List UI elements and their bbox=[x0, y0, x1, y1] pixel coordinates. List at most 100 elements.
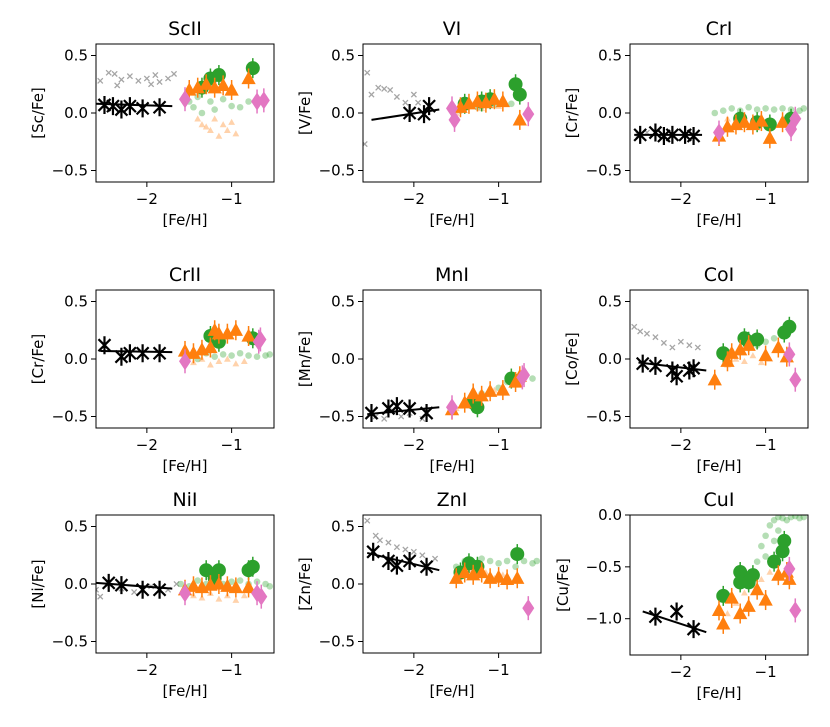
x-axis-label: [Fe/H] bbox=[162, 682, 207, 700]
black_x-point-3 bbox=[402, 399, 417, 418]
orange_small-point-5 bbox=[766, 568, 774, 575]
orange-point-3 bbox=[478, 95, 494, 109]
green_small-point-2 bbox=[728, 105, 736, 112]
x-tick-label: −2 bbox=[403, 661, 425, 679]
green_small-point-7 bbox=[779, 515, 786, 522]
black_x-point-0 bbox=[648, 607, 663, 626]
orange-point-3 bbox=[733, 606, 748, 620]
orange_small-point-3 bbox=[207, 126, 214, 133]
pink-point-1 bbox=[448, 110, 461, 129]
green_small-point-8 bbox=[253, 353, 261, 361]
orange-point-4 bbox=[211, 576, 227, 590]
black_x-point-2 bbox=[390, 397, 404, 416]
black_x-point-5 bbox=[686, 359, 701, 378]
green_small-point-6 bbox=[508, 100, 515, 108]
x-tick-label: −2 bbox=[136, 661, 158, 679]
y-axis-label: [Cr/Fe] bbox=[29, 334, 47, 384]
gray_x-point-11 bbox=[114, 82, 121, 89]
gray_x-point-7 bbox=[173, 580, 180, 588]
gray_x-point-5 bbox=[402, 546, 409, 553]
pink-point-1 bbox=[251, 92, 264, 111]
y-axis-label: [Cr/Fe] bbox=[563, 88, 581, 138]
green_small-point-9 bbox=[529, 560, 536, 567]
black_x-point-2 bbox=[135, 580, 150, 599]
green_small-point-1 bbox=[753, 558, 761, 565]
y-tick-label: 0.0 bbox=[598, 506, 622, 524]
gray_x-point-3 bbox=[385, 539, 392, 546]
gray_x-point-0 bbox=[631, 323, 638, 330]
y-axis-label: [Mn/Fe] bbox=[296, 331, 314, 387]
gray_x-point-10 bbox=[170, 70, 178, 77]
y-tick-label: 0.0 bbox=[331, 104, 355, 122]
panel-title: VI bbox=[443, 18, 462, 40]
orange_small-point-0 bbox=[724, 610, 731, 617]
axes-frame bbox=[362, 514, 542, 654]
gray_x-point-4 bbox=[131, 588, 138, 596]
x-tick-label: −1 bbox=[221, 190, 243, 208]
orange-point-5 bbox=[224, 82, 239, 96]
black_x-point-0 bbox=[101, 573, 116, 592]
green_small-point-7 bbox=[770, 106, 778, 113]
y-tick-label: −0.5 bbox=[586, 558, 622, 576]
orange-point-2 bbox=[199, 76, 214, 90]
gray_x-point-3 bbox=[118, 76, 125, 83]
orange-point-0 bbox=[449, 570, 464, 584]
gray_x-point-4 bbox=[126, 73, 133, 80]
gray_x-point-4 bbox=[393, 544, 400, 551]
x-tick-label: −2 bbox=[670, 663, 692, 681]
green_small-point-5 bbox=[495, 560, 502, 567]
green_small-point-5 bbox=[211, 106, 218, 113]
plot-area bbox=[96, 58, 270, 139]
green_small-point-4 bbox=[207, 98, 214, 105]
x-axis-label: [Fe/H] bbox=[162, 211, 207, 229]
green-point-2 bbox=[762, 117, 777, 132]
y-tick-label: −0.5 bbox=[319, 162, 355, 180]
plot-area bbox=[97, 320, 274, 374]
y-tick-label: −0.5 bbox=[586, 408, 622, 426]
x-tick-label: −1 bbox=[755, 436, 777, 454]
orange-point-4 bbox=[487, 91, 502, 105]
panel-title: CrII bbox=[169, 264, 201, 286]
green_small-point-3 bbox=[211, 353, 218, 361]
orange-point-7 bbox=[241, 579, 256, 594]
black_x-point-0 bbox=[366, 542, 380, 561]
gray_x-point-6 bbox=[143, 75, 150, 82]
panel-title: NiI bbox=[172, 489, 197, 511]
black_x-point-1 bbox=[106, 97, 120, 116]
orange-point-0 bbox=[707, 372, 722, 386]
green_small-point-6 bbox=[770, 335, 778, 342]
gray_x-point-8 bbox=[694, 344, 701, 351]
orange-point-5 bbox=[754, 113, 769, 127]
black_x-point-5 bbox=[152, 98, 167, 117]
orange-point-4 bbox=[741, 337, 756, 351]
y-tick-label: −0.5 bbox=[319, 633, 355, 651]
green_small-point-6 bbox=[762, 105, 769, 112]
green-point-2 bbox=[211, 563, 226, 578]
green_small-point-5 bbox=[753, 106, 761, 113]
green_small-point-11 bbox=[800, 105, 808, 112]
black_x-point-2 bbox=[422, 97, 436, 116]
orange_small-point-1 bbox=[198, 594, 206, 601]
pink-point-2 bbox=[789, 109, 802, 128]
y-axis-label: [V/Fe] bbox=[296, 91, 314, 135]
black_x-point-3 bbox=[152, 580, 167, 599]
green_small-point-1 bbox=[719, 107, 727, 114]
black_x-point-4 bbox=[419, 557, 434, 576]
green-point-1 bbox=[733, 565, 748, 580]
y-tick-label: 0.0 bbox=[64, 575, 88, 593]
pink-point-0 bbox=[783, 345, 796, 364]
panel-nii: −2 −1 0.5 0.0 −0.5 NiI [Fe/H] [Ni/Fe] bbox=[29, 489, 275, 700]
green_small-point-3 bbox=[198, 109, 206, 117]
orange-point-1 bbox=[190, 80, 205, 94]
green-point-7 bbox=[777, 533, 792, 548]
black_x-point-1 bbox=[381, 552, 396, 570]
orange-point-1 bbox=[186, 345, 201, 359]
black_x-point-3 bbox=[669, 367, 684, 386]
orange-point-3 bbox=[737, 114, 752, 128]
panel-coi: −2 −1 0.5 0.0 −0.5 CoI [Fe/H] [Co/Fe] bbox=[563, 264, 809, 475]
gray_x-point-2 bbox=[376, 537, 384, 544]
black_x-point-2 bbox=[686, 620, 701, 639]
green_small-point-10 bbox=[262, 580, 269, 588]
x-tick-label: −2 bbox=[403, 190, 425, 208]
